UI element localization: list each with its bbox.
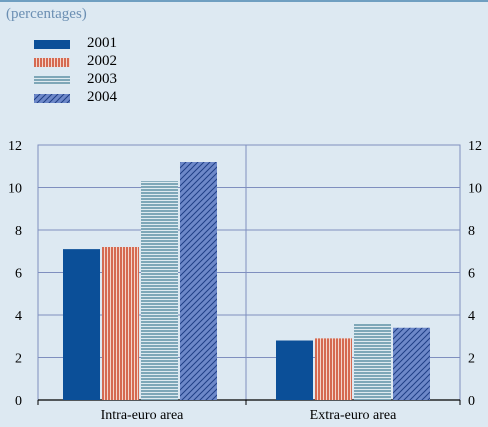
legend-label-2004: 2004: [87, 89, 117, 105]
y-tick-label-right: 4: [468, 309, 475, 324]
bar-2003-extra: [354, 323, 391, 400]
category-label: Extra-euro area: [310, 408, 397, 423]
bar-2002-intra: [102, 247, 139, 400]
bar-2004-extra: [393, 327, 430, 400]
y-tick-label-right: 0: [468, 394, 475, 409]
y-tick-label-left: 12: [8, 139, 22, 154]
category-label: Intra-euro area: [101, 408, 185, 423]
y-tick-label-right: 2: [468, 352, 475, 367]
y-tick-label-left: 0: [15, 394, 22, 409]
top-rule: [0, 0, 488, 2]
chart-subtitle: (percentages): [6, 6, 87, 22]
legend-swatch-2003: [34, 76, 70, 85]
legend-label-2002: 2002: [87, 53, 117, 69]
legend-label-2003: 2003: [87, 71, 117, 87]
y-tick-label-right: 6: [468, 267, 475, 282]
legend-label-2001: 2001: [87, 35, 117, 51]
y-tick-label-left: 2: [15, 352, 22, 367]
bar-2003-intra: [141, 181, 178, 400]
bar-2002-extra: [315, 338, 352, 400]
y-tick-label-left: 6: [15, 267, 22, 282]
y-tick-label-right: 12: [468, 139, 482, 154]
bar-2001-extra: [276, 340, 313, 400]
bar-2004-intra: [180, 162, 217, 400]
y-tick-label-left: 4: [15, 309, 22, 324]
legend-swatch-2001: [34, 40, 70, 49]
y-tick-label-right: 8: [468, 224, 475, 239]
y-tick-label-right: 10: [468, 182, 482, 197]
bar-2001-intra: [63, 249, 100, 400]
y-tick-label-left: 10: [8, 182, 22, 197]
plot-area: 0 0 2 2 4 4 6 6 8 8 10 10 12 12 Intra-euro area Extra-e…: [8, 139, 482, 423]
y-tick-label-left: 8: [15, 224, 22, 239]
legend-swatch-2002: [34, 58, 70, 67]
legend-swatch-2004: [34, 94, 70, 103]
